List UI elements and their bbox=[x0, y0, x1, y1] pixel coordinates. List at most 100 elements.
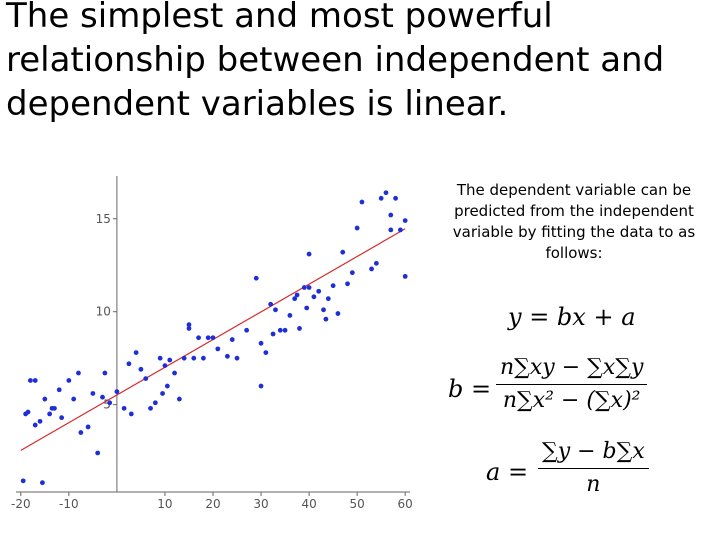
data-point bbox=[301, 285, 307, 290]
data-point bbox=[306, 251, 312, 257]
data-point bbox=[200, 355, 206, 361]
b-fraction: n∑xy − ∑x∑y n∑x² − (∑x)² bbox=[496, 352, 648, 417]
x-tick-label: 30 bbox=[253, 497, 268, 511]
x-tick-label: -20 bbox=[11, 497, 31, 511]
data-point bbox=[393, 195, 398, 201]
data-point bbox=[335, 311, 341, 316]
data-point bbox=[162, 363, 168, 368]
data-point bbox=[388, 227, 394, 233]
data-point bbox=[369, 266, 374, 272]
x-tick-label: 20 bbox=[205, 497, 220, 511]
data-point bbox=[229, 337, 235, 342]
data-point bbox=[258, 383, 264, 389]
data-point bbox=[56, 387, 62, 393]
data-point bbox=[378, 195, 384, 201]
data-point bbox=[126, 361, 132, 367]
data-point bbox=[160, 391, 165, 396]
data-point bbox=[325, 296, 331, 302]
x-tick-label: -10 bbox=[59, 497, 79, 511]
data-point bbox=[402, 218, 408, 224]
data-point bbox=[167, 357, 173, 363]
data-point bbox=[90, 391, 96, 396]
data-point bbox=[323, 316, 329, 322]
y-tick-label: 10 bbox=[96, 305, 111, 319]
y-tick-label: 15 bbox=[96, 212, 111, 226]
data-point bbox=[234, 355, 240, 361]
data-point bbox=[210, 335, 216, 341]
b-lhs: b = bbox=[448, 375, 492, 403]
data-point bbox=[316, 288, 322, 294]
data-point bbox=[270, 331, 276, 337]
data-point bbox=[297, 326, 302, 331]
data-point bbox=[263, 350, 269, 355]
data-point bbox=[66, 378, 72, 383]
data-point bbox=[28, 378, 33, 383]
a-denominator: n bbox=[586, 472, 601, 497]
data-point bbox=[294, 292, 300, 298]
data-point bbox=[71, 396, 77, 402]
data-point bbox=[258, 340, 264, 346]
y-tick-label: 5 bbox=[103, 398, 111, 412]
data-point bbox=[102, 370, 108, 376]
data-point bbox=[373, 260, 379, 266]
chart-axes bbox=[16, 176, 410, 496]
slide-title: The simplest and most powerful relations… bbox=[6, 0, 665, 124]
data-point bbox=[359, 199, 365, 205]
data-point bbox=[388, 212, 394, 218]
data-point bbox=[121, 405, 127, 411]
data-point bbox=[191, 355, 197, 361]
b-denominator: n∑x² − (∑x)² bbox=[502, 388, 641, 413]
data-point bbox=[304, 305, 310, 311]
data-point bbox=[143, 376, 149, 382]
data-point bbox=[20, 478, 26, 484]
data-point bbox=[59, 415, 65, 421]
x-tick-label: 10 bbox=[157, 497, 172, 511]
data-point bbox=[306, 285, 312, 290]
data-point bbox=[402, 273, 408, 279]
b-numerator: n∑xy − ∑x∑y bbox=[496, 352, 648, 385]
data-point bbox=[176, 396, 182, 402]
data-point bbox=[273, 307, 278, 313]
data-point bbox=[78, 430, 84, 435]
data-point bbox=[345, 281, 350, 287]
data-point bbox=[76, 370, 81, 376]
data-point bbox=[244, 327, 250, 333]
data-point bbox=[349, 270, 355, 276]
data-point bbox=[37, 418, 43, 424]
data-point bbox=[42, 396, 48, 402]
data-point bbox=[354, 225, 360, 231]
data-point bbox=[268, 301, 274, 307]
description-text: The dependent variable can be predicted … bbox=[452, 181, 696, 262]
tick-labels: -20 -10 10 20 30 40 50 60 5 10 15 bbox=[11, 212, 413, 511]
a-fraction: ∑y − b∑x n bbox=[538, 436, 649, 501]
data-point bbox=[95, 450, 101, 456]
data-point bbox=[152, 400, 158, 406]
x-tick-label: 40 bbox=[301, 497, 316, 511]
x-tick-label: 50 bbox=[350, 497, 365, 511]
data-point bbox=[25, 409, 31, 415]
data-point bbox=[100, 394, 105, 400]
a-lhs: a = bbox=[486, 458, 529, 486]
linear-equation: y = bx + a bbox=[508, 303, 636, 331]
data-point bbox=[157, 355, 163, 361]
data-point bbox=[138, 366, 144, 372]
data-point bbox=[164, 383, 170, 389]
data-point bbox=[383, 190, 389, 196]
data-point bbox=[181, 355, 187, 361]
a-numerator: ∑y − b∑x bbox=[538, 436, 649, 469]
x-tick-label: 60 bbox=[398, 497, 413, 511]
data-point bbox=[107, 400, 113, 406]
data-point bbox=[340, 249, 346, 255]
data-point bbox=[128, 411, 134, 417]
data-point bbox=[172, 370, 177, 376]
data-point bbox=[114, 389, 120, 395]
scatter-chart: -20 -10 10 20 30 40 50 60 5 10 15 bbox=[11, 176, 413, 511]
data-point bbox=[225, 353, 230, 359]
data-point bbox=[32, 422, 38, 428]
data-point bbox=[47, 411, 53, 417]
data-point bbox=[186, 326, 192, 331]
data-point bbox=[397, 227, 403, 233]
data-point bbox=[186, 322, 192, 328]
data-point bbox=[321, 307, 326, 313]
data-points bbox=[20, 190, 408, 486]
